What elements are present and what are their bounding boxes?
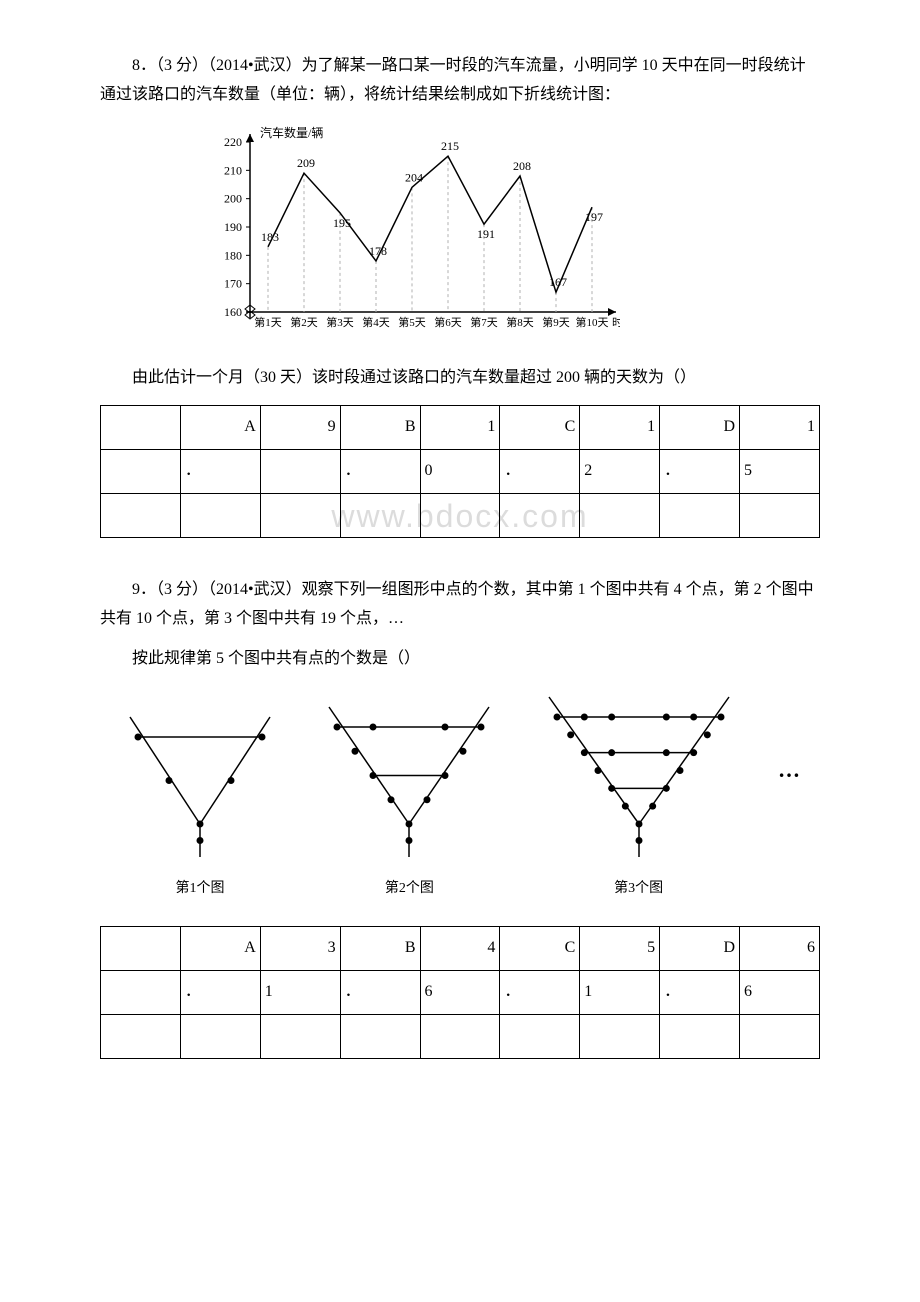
q9-prompt-text: 按此规律第 5 个图中共有点的个数是（） <box>100 645 820 674</box>
svg-text:200: 200 <box>224 191 242 205</box>
cell-opt-val2: 6 <box>740 971 820 1015</box>
svg-text:208: 208 <box>513 159 531 173</box>
q8-answer-table: A 9 B 1 C 1 D 1 ． ． 0 ． 2 ． 5 <box>100 405 820 538</box>
cell-opt-val2 <box>260 450 340 494</box>
cell-opt-letter: D <box>660 927 740 971</box>
q8-line-chart: 160170180190200210220汽车数量/辆第1天第2天第3天第4天第… <box>200 122 820 353</box>
cell-opt-dot: ． <box>500 450 580 494</box>
figure-label: 第3个图 <box>539 876 739 901</box>
table-row <box>101 1015 820 1059</box>
cell-blank <box>101 927 181 971</box>
cell-opt-val: 1 <box>740 406 820 450</box>
cell-opt-dot: ． <box>340 971 420 1015</box>
svg-text:215: 215 <box>441 139 459 153</box>
svg-text:第10天: 第10天 <box>576 315 609 329</box>
cell-opt-val2: 1 <box>580 971 660 1015</box>
svg-text:汽车数量/辆: 汽车数量/辆 <box>260 125 323 140</box>
svg-text:时间: 时间 <box>612 316 620 329</box>
q9-figure-1: 第1个图 <box>120 709 280 901</box>
cell-opt-val: 5 <box>580 927 660 971</box>
cell-opt-letter: C <box>500 927 580 971</box>
cell-opt-dot: ． <box>340 450 420 494</box>
q9-figure-2: 第2个图 <box>319 699 499 901</box>
svg-text:195: 195 <box>333 215 351 229</box>
cell-opt-letter: D <box>660 406 740 450</box>
cell-blank <box>101 406 181 450</box>
q9-answer-table: A 3 B 4 C 5 D 6 ． 1 ． 6 ． 1 ． 6 <box>100 926 820 1059</box>
svg-text:204: 204 <box>405 170 423 184</box>
triangle-figure-svg <box>120 709 280 859</box>
triangle-figure-svg <box>319 699 499 859</box>
cell-opt-dot: ． <box>180 450 260 494</box>
table-row: A 3 B 4 C 5 D 6 <box>101 927 820 971</box>
svg-text:210: 210 <box>224 163 242 177</box>
q8-chart-svg: 160170180190200210220汽车数量/辆第1天第2天第3天第4天第… <box>200 122 620 342</box>
svg-text:第6天: 第6天 <box>434 315 462 329</box>
svg-text:220: 220 <box>224 135 242 149</box>
table-row <box>101 494 820 538</box>
svg-text:第7天: 第7天 <box>470 315 498 329</box>
svg-text:第5天: 第5天 <box>398 315 426 329</box>
q9-figures-row: 第1个图 第2个图 第3个图 … <box>120 689 800 901</box>
figure-label: 第1个图 <box>120 876 280 901</box>
svg-text:180: 180 <box>224 248 242 262</box>
cell-opt-letter: B <box>340 927 420 971</box>
svg-text:第9天: 第9天 <box>542 315 570 329</box>
svg-text:第2天: 第2天 <box>290 315 318 329</box>
cell-opt-dot: ． <box>180 971 260 1015</box>
cell-opt-dot: ． <box>660 450 740 494</box>
cell-opt-val: 9 <box>260 406 340 450</box>
cell-opt-letter: B <box>340 406 420 450</box>
cell-opt-val2: 0 <box>420 450 500 494</box>
cell-opt-dot: ． <box>660 971 740 1015</box>
svg-text:197: 197 <box>585 210 603 224</box>
cell-opt-val: 3 <box>260 927 340 971</box>
svg-text:第3天: 第3天 <box>326 315 354 329</box>
cell-opt-val: 1 <box>420 406 500 450</box>
figure-label: 第2个图 <box>319 876 499 901</box>
svg-text:209: 209 <box>297 156 315 170</box>
svg-text:167: 167 <box>549 275 567 289</box>
cell-opt-letter: A <box>180 927 260 971</box>
cell-opt-val2: 2 <box>580 450 660 494</box>
svg-text:160: 160 <box>224 305 242 319</box>
q9-intro-text: 9．（3 分）（2014•武汉）观察下列一组图形中点的个数，其中第 1 个图中共… <box>100 576 820 634</box>
cell-opt-letter: C <box>500 406 580 450</box>
svg-text:190: 190 <box>224 220 242 234</box>
cell-opt-val2: 1 <box>260 971 340 1015</box>
ellipsis-icon: … <box>778 750 800 840</box>
cell-opt-val: 6 <box>740 927 820 971</box>
cell-opt-val2: 5 <box>740 450 820 494</box>
q8-conclusion-text: 由此估计一个月（30 天）该时段通过该路口的汽车数量超过 200 辆的天数为（） <box>100 364 820 393</box>
svg-text:178: 178 <box>369 244 387 258</box>
svg-text:第4天: 第4天 <box>362 315 390 329</box>
svg-text:第1天: 第1天 <box>254 315 282 329</box>
cell-opt-val: 4 <box>420 927 500 971</box>
cell-opt-letter: A <box>180 406 260 450</box>
svg-text:183: 183 <box>261 229 279 243</box>
q8-intro-text: 8．（3 分）（2014•武汉）为了解某一路口某一时段的汽车流量，小明同学 10… <box>100 52 820 110</box>
table-row: ． ． 0 ． 2 ． 5 <box>101 450 820 494</box>
table-row: A 9 B 1 C 1 D 1 <box>101 406 820 450</box>
triangle-figure-svg <box>539 689 739 859</box>
cell-opt-dot: ． <box>500 971 580 1015</box>
table-row: ． 1 ． 6 ． 1 ． 6 <box>101 971 820 1015</box>
cell-opt-val2: 6 <box>420 971 500 1015</box>
svg-text:191: 191 <box>477 227 495 241</box>
svg-text:第8天: 第8天 <box>506 315 534 329</box>
svg-text:170: 170 <box>224 276 242 290</box>
q9-figure-3: 第3个图 <box>539 689 739 901</box>
cell-opt-val: 1 <box>580 406 660 450</box>
